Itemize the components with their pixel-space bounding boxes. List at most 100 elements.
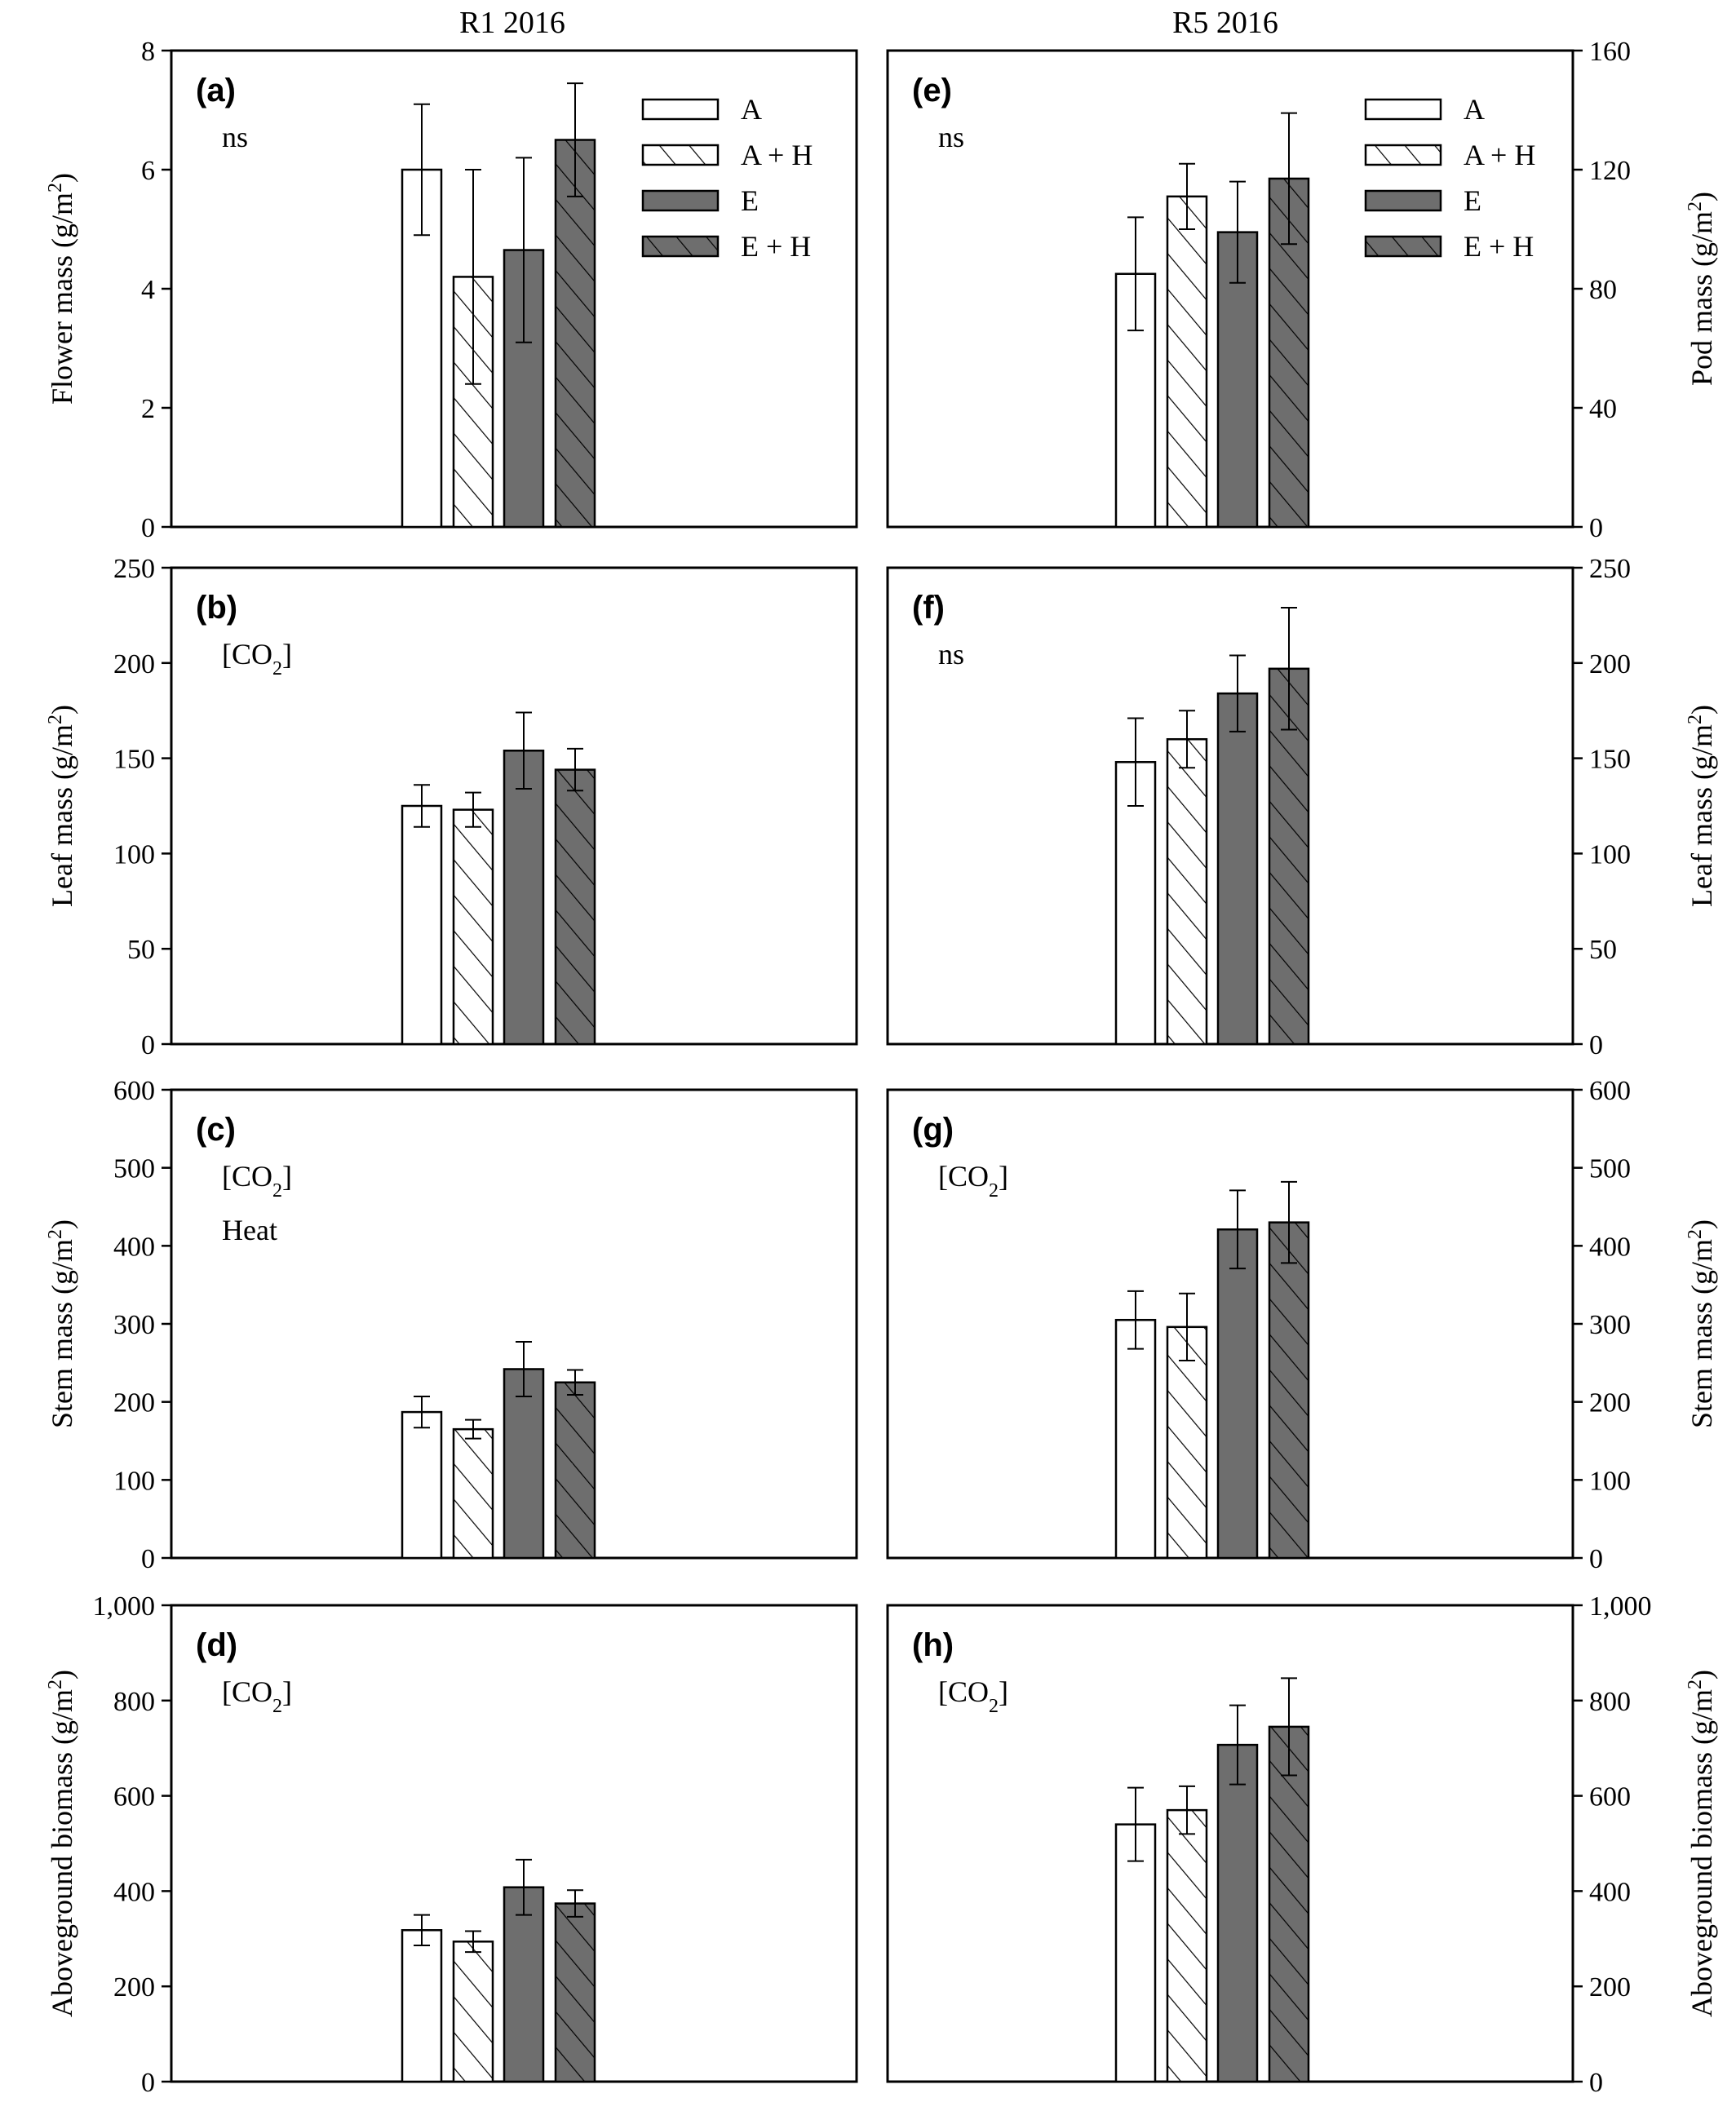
- column-title-r1: R1 2016: [459, 6, 565, 40]
- y-axis-label: Aboveground biomass (g/m2): [45, 1670, 78, 2017]
- y-tick-label: 300: [113, 1310, 155, 1340]
- y-tick-label: 0: [141, 1030, 155, 1060]
- y-tick-label: 600: [113, 1782, 155, 1812]
- bar-c-3: [554, 1381, 596, 1560]
- y-tick-label: 100: [1589, 839, 1631, 870]
- y-axis-label: Leaf mass (g/m2): [45, 705, 78, 907]
- y-tick-label: 0: [1589, 2068, 1603, 2098]
- panel-h: 0 200 400 600 800 1,000 Aboveground biomass (g…: [886, 1591, 1718, 2098]
- legend-swatch: [641, 235, 720, 258]
- y-tick-label: 150: [1589, 745, 1631, 775]
- legend-swatch: [1364, 144, 1442, 166]
- y-axis-label: Aboveground biomass (g/m2): [1685, 1670, 1718, 2017]
- panel-label: (g): [912, 1112, 954, 1148]
- bar-d-3: [554, 1902, 596, 2083]
- panel-label: (h): [912, 1627, 954, 1663]
- y-tick-label: 500: [113, 1154, 155, 1184]
- y-tick-label: 200: [1589, 1388, 1631, 1418]
- legend-label: E: [1464, 184, 1481, 217]
- bar-g-2: [1216, 1228, 1259, 1560]
- y-tick-label: 400: [1589, 1232, 1631, 1262]
- significance-note: ns: [938, 638, 964, 670]
- y-tick-label: 200: [1589, 1972, 1631, 2003]
- y-tick-label: 200: [113, 1972, 155, 2003]
- bar-h-2: [1216, 1743, 1259, 2083]
- y-tick-label: 250: [113, 554, 155, 584]
- y-tick-label: 200: [1589, 649, 1631, 679]
- bar-d-2: [503, 1886, 545, 2083]
- legend-label: E + H: [1464, 230, 1534, 263]
- y-tick-label: 400: [113, 1232, 155, 1262]
- bar-f-2: [1216, 692, 1259, 1046]
- y-tick-label: 600: [1589, 1076, 1631, 1106]
- bar-f-0: [1114, 761, 1157, 1046]
- bar-g-0: [1114, 1318, 1157, 1560]
- y-axis-label: Stem mass (g/m2): [1685, 1219, 1718, 1428]
- y-tick-label: 8: [141, 37, 155, 67]
- panel-label: (c): [196, 1112, 236, 1148]
- legend-swatch: [1364, 98, 1442, 121]
- y-tick-label: 400: [1589, 1877, 1631, 1907]
- y-tick-label: 1,000: [93, 1591, 156, 1622]
- panel-e: 0 40 80 120 160 Pod mass (g/m2) (e) ns A A + H E E …: [886, 37, 1718, 543]
- bar-c-1: [452, 1427, 494, 1560]
- y-tick-label: 160: [1589, 37, 1631, 67]
- y-tick-label: 800: [1589, 1687, 1631, 1717]
- significance-note: [CO2]: [222, 638, 292, 679]
- legend-swatch: [641, 189, 720, 212]
- y-tick-label: 600: [1589, 1782, 1631, 1812]
- y-tick-label: 2: [141, 394, 155, 424]
- bar-h-3: [1268, 1725, 1310, 2083]
- y-tick-label: 1,000: [1589, 1591, 1652, 1622]
- y-axis-label: Pod mass (g/m2): [1685, 192, 1718, 386]
- legend-label: A: [741, 93, 762, 126]
- panel-a: 0 2 4 6 8 Flower mass (g/m2) (a) ns A A + H E E + H: [45, 37, 858, 543]
- panel-label: (a): [196, 73, 236, 108]
- significance-note: [CO2]: [938, 1160, 1008, 1202]
- significance-note: ns: [222, 121, 248, 153]
- y-tick-label: 100: [113, 839, 155, 870]
- significance-note: Heat: [222, 1214, 277, 1246]
- legend-swatch: [641, 144, 720, 166]
- y-tick-label: 0: [1589, 513, 1603, 543]
- panel-label: (e): [912, 73, 952, 108]
- bar-a-3: [554, 139, 596, 529]
- significance-note: [CO2]: [222, 1160, 292, 1202]
- y-tick-label: 6: [141, 156, 155, 186]
- bar-h-0: [1114, 1823, 1157, 2083]
- panel-c: 0 100 200 300 400 500 600 Stem mass (g/m2) (c) [C…: [45, 1076, 858, 1574]
- legend-label: A + H: [741, 139, 813, 171]
- bar-d-0: [401, 1929, 443, 2083]
- y-tick-label: 300: [1589, 1310, 1631, 1340]
- panel-label: (f): [912, 590, 945, 626]
- y-tick-label: 0: [141, 513, 155, 543]
- y-tick-label: 0: [1589, 1030, 1603, 1060]
- y-tick-label: 0: [141, 2068, 155, 2098]
- bar-b-0: [401, 804, 443, 1046]
- panel-b: 0 50 100 150 200 250 Leaf mass (g/m2) (b) [CO2]: [45, 554, 858, 1060]
- y-tick-label: 500: [1589, 1154, 1631, 1184]
- legend-swatch: [1364, 189, 1442, 212]
- bar-c-0: [401, 1410, 443, 1560]
- y-tick-label: 50: [1589, 935, 1617, 965]
- y-tick-label: 400: [113, 1877, 155, 1907]
- column-title-r5: R5 2016: [1172, 6, 1278, 40]
- bar-h-1: [1166, 1808, 1208, 2083]
- panel-d: 0 200 400 600 800 1,000 Aboveground biomass (g…: [45, 1591, 858, 2098]
- y-tick-label: 120: [1589, 156, 1631, 186]
- y-tick-label: 80: [1589, 275, 1617, 305]
- y-tick-label: 0: [141, 1544, 155, 1574]
- y-tick-label: 40: [1589, 394, 1617, 424]
- y-tick-label: 600: [113, 1076, 155, 1106]
- y-tick-label: 200: [113, 649, 155, 679]
- bar-d-1: [452, 1941, 494, 2083]
- y-tick-label: 100: [1589, 1466, 1631, 1496]
- significance-note: [CO2]: [222, 1675, 292, 1717]
- y-tick-label: 0: [1589, 1544, 1603, 1574]
- panels: 0 2 4 6 8 Flower mass (g/m2) (a) ns A A + H E E + H…: [45, 37, 1718, 2098]
- panel-f: 0 50 100 150 200 250 Leaf mass (g/m2) (f) ns: [886, 554, 1718, 1060]
- legend-label: E + H: [741, 230, 811, 263]
- bar-e-1: [1166, 195, 1208, 529]
